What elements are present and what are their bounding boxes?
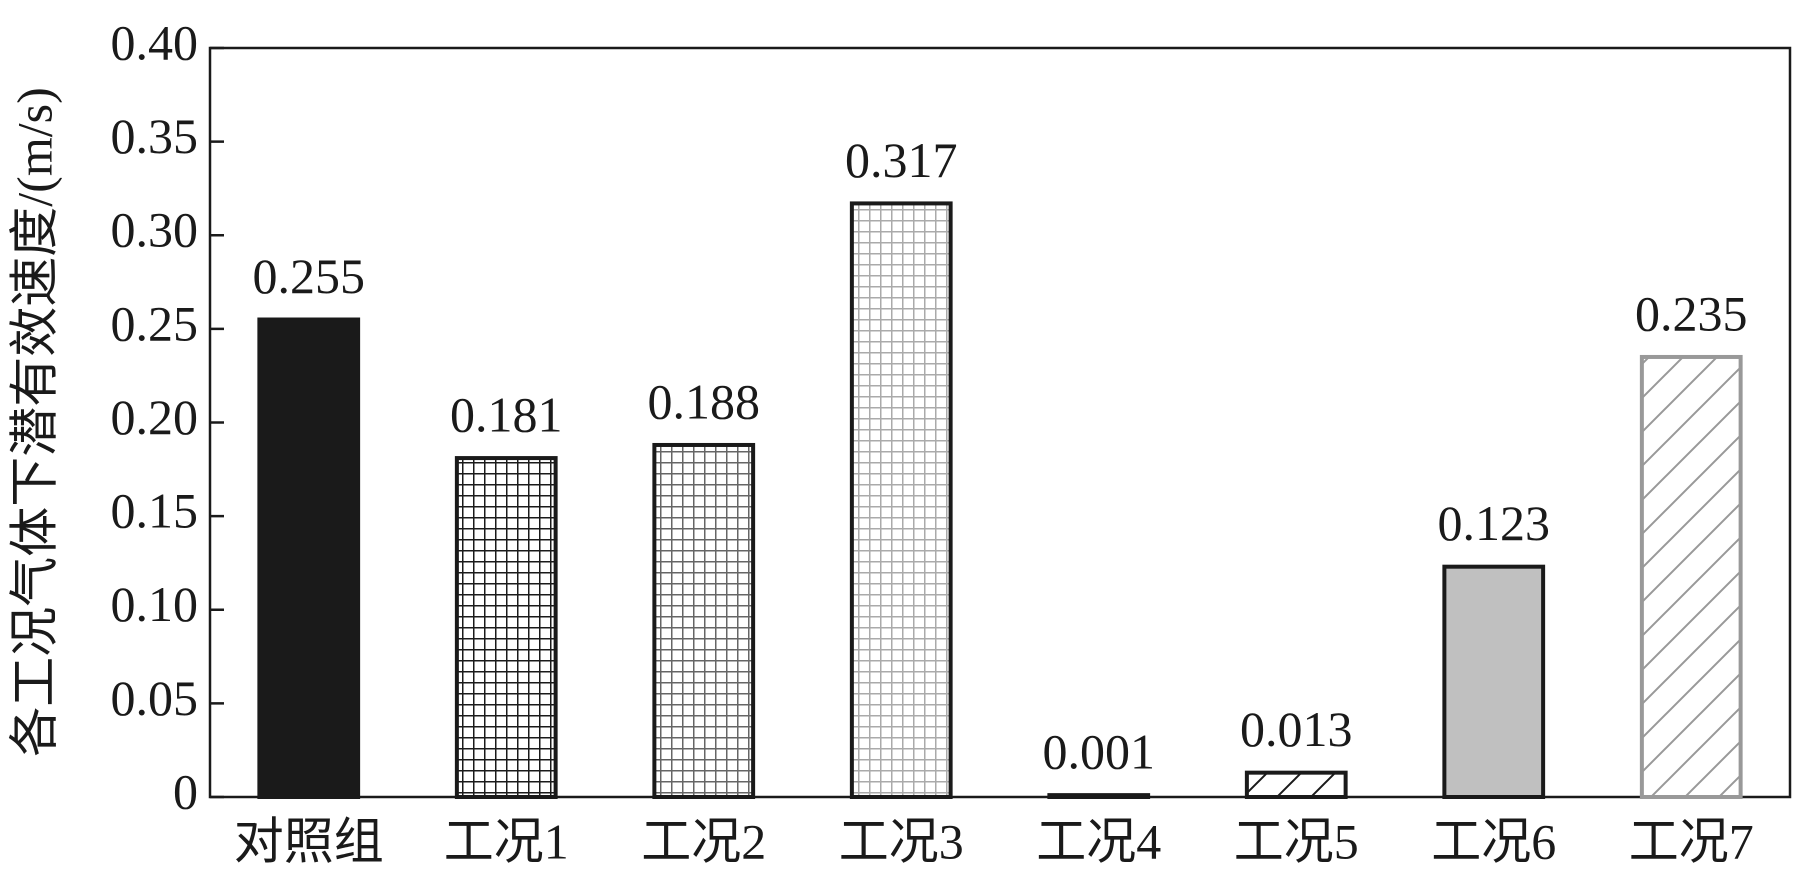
data-label: 0.181 bbox=[450, 387, 563, 443]
y-tick-label: 0.30 bbox=[111, 202, 199, 258]
data-label: 0.001 bbox=[1043, 724, 1156, 780]
bar bbox=[652, 442, 756, 799]
y-tick-label: 0.15 bbox=[111, 483, 199, 539]
x-tick-label: 工况7 bbox=[1629, 813, 1754, 869]
data-label: 0.255 bbox=[253, 248, 366, 304]
y-axis-label: 各工况气体下潜有效速度/(m/s) bbox=[6, 87, 62, 756]
bar bbox=[257, 317, 361, 799]
data-label: 0.188 bbox=[648, 373, 761, 429]
bar bbox=[454, 456, 558, 799]
y-tick-label: 0.20 bbox=[111, 389, 199, 445]
bar bbox=[849, 201, 953, 800]
y-tick-label: 0.40 bbox=[111, 14, 199, 70]
data-label: 0.123 bbox=[1438, 495, 1551, 551]
data-label: 0.235 bbox=[1635, 285, 1748, 341]
bar bbox=[1442, 564, 1546, 799]
bar bbox=[1244, 770, 1348, 799]
x-tick-label: 工况5 bbox=[1234, 813, 1359, 869]
x-tick-label: 对照组 bbox=[234, 813, 384, 869]
plot-frame bbox=[208, 46, 1792, 799]
x-tick-label: 工况4 bbox=[1036, 813, 1161, 869]
y-tick-label: 0.10 bbox=[111, 576, 199, 632]
data-label: 0.013 bbox=[1240, 701, 1353, 757]
x-tick-label: 工况3 bbox=[839, 813, 964, 869]
y-tick-label: 0 bbox=[173, 763, 198, 819]
y-tick-label: 0.25 bbox=[111, 295, 199, 351]
data-label: 0.317 bbox=[845, 132, 958, 188]
x-tick-label: 工况2 bbox=[641, 813, 766, 869]
x-tick-label: 工况6 bbox=[1431, 813, 1556, 869]
bar bbox=[1047, 793, 1151, 800]
x-tick-label: 工况1 bbox=[444, 813, 569, 869]
y-tick-label: 0.35 bbox=[111, 108, 199, 164]
bar bbox=[1639, 354, 1743, 799]
y-tick-label: 0.05 bbox=[111, 670, 199, 726]
